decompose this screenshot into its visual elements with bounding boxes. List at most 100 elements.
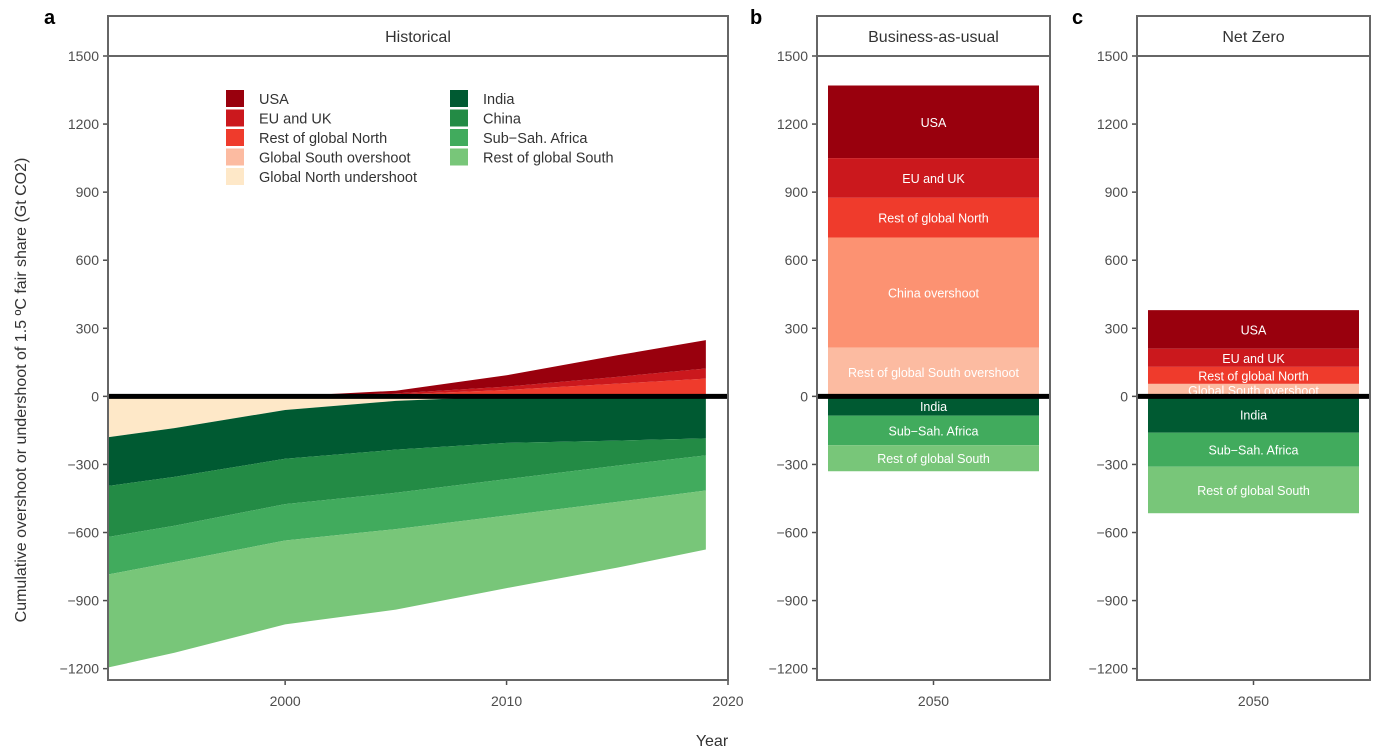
- bar-segment-eu-and-uk: [1148, 348, 1359, 367]
- y-tick-label: 300: [1105, 320, 1129, 336]
- panel-title: Net Zero: [1222, 29, 1284, 46]
- legend-label-china: China: [483, 112, 522, 128]
- bar-segment-rest-of-global-south-overshoot: [828, 347, 1039, 397]
- bar-segment-rest-of-global-south: [1148, 466, 1359, 514]
- y-tick-label: −900: [776, 593, 808, 609]
- y-tick-label: 600: [1105, 252, 1129, 268]
- bar-label-india: India: [1240, 409, 1267, 423]
- bar-segment-india: [1148, 396, 1359, 433]
- x-tick-label: 2010: [491, 693, 522, 709]
- bar-segment-china-overshoot: [828, 237, 1039, 348]
- y-tick-label: 0: [91, 388, 99, 404]
- area-global-north-undershoot: [108, 396, 706, 438]
- bar-segment-usa: [828, 85, 1039, 159]
- area-china: [108, 438, 706, 538]
- y-tick-label: −1200: [1089, 661, 1129, 677]
- legend-swatch-india: [450, 90, 468, 107]
- legend-label-eu-and-uk: EU and UK: [259, 112, 332, 128]
- y-tick-label: 1500: [1097, 48, 1128, 64]
- y-tick-label: −300: [776, 456, 808, 472]
- panel-title: Historical: [385, 29, 451, 46]
- bar-segment-sub-sah-africa: [828, 415, 1039, 446]
- bar-segment-eu-and-uk: [828, 158, 1039, 198]
- y-tick-label: 900: [785, 184, 809, 200]
- area-rest-of-global-north: [108, 378, 706, 397]
- legend-swatch-china: [450, 109, 468, 127]
- y-tick-label: 1200: [68, 116, 99, 132]
- bar-label-india: India: [920, 400, 947, 414]
- bar-segment-rest-of-global-north: [1148, 366, 1359, 384]
- y-tick-label: −1200: [60, 661, 100, 677]
- legend: USA EU and UK Rest of global North Global S…: [226, 90, 614, 186]
- y-tick-label: 0: [1120, 388, 1128, 404]
- legend-swatch-rest-of-global-north: [226, 129, 244, 146]
- legend-swatch-rest-of-global-south: [450, 148, 468, 166]
- legend-swatch-sub-sah-africa: [450, 129, 468, 146]
- x-tick-label: 2050: [1238, 693, 1269, 709]
- y-tick-label: −600: [67, 525, 99, 541]
- bar-label-usa: USA: [1241, 323, 1267, 337]
- y-tick-label: 600: [785, 252, 809, 268]
- x-tick-label: 2020: [712, 693, 743, 709]
- bar-label-eu-and-uk: EU and UK: [902, 172, 965, 186]
- y-tick-label: −600: [1096, 525, 1128, 541]
- y-tick-label: 1500: [68, 48, 99, 64]
- y-tick-label: 900: [76, 184, 100, 200]
- bar-label-sub-sah-africa: Sub−Sah. Africa: [889, 424, 979, 438]
- bar-label-rest-of-global-north: Rest of global North: [878, 212, 989, 226]
- x-tick-label: 2000: [270, 693, 301, 709]
- x-tick-label: 2050: [918, 693, 949, 709]
- legend-label-rest-of-global-north: Rest of global North: [259, 131, 387, 147]
- bar-segment-sub-sah-africa: [1148, 432, 1359, 467]
- legend-label-rest-of-global-south: Rest of global South: [483, 151, 614, 167]
- panel-c: Net Zero c 1500 1200 900 600 300 0 −300 −600 −900 −…: [1072, 7, 1371, 709]
- y-tick-label: 300: [76, 320, 100, 336]
- y-axis-title: Cumulative overshoot or undershoot of 1.…: [13, 158, 30, 623]
- y-tick-label: −1200: [769, 661, 809, 677]
- bar-label-rest-of-global-south: Rest of global South: [1197, 484, 1310, 498]
- area-rest-of-global-south: [108, 490, 706, 668]
- y-tick-label: −600: [776, 525, 808, 541]
- y-tick-label: 1200: [1097, 116, 1128, 132]
- panel-border: [107, 55, 729, 681]
- bar-segment-rest-of-global-south: [828, 445, 1039, 472]
- y-tick-label: 600: [76, 252, 100, 268]
- legend-swatch-usa: [226, 90, 244, 107]
- y-tick-label: 900: [1105, 184, 1129, 200]
- legend-label-sub-sah-africa: Sub−Sah. Africa: [483, 131, 588, 147]
- bar-label-rest-of-global-south: Rest of global South: [877, 452, 990, 466]
- bar-segment-india: [828, 396, 1039, 416]
- panel-strip: [107, 15, 729, 57]
- y-tick-label: −900: [67, 593, 99, 609]
- bar-label-china-overshoot: China overshoot: [888, 287, 980, 301]
- area-usa: [108, 340, 706, 397]
- legend-swatch-global-south-overshoot: [226, 148, 244, 166]
- legend-label-usa: USA: [259, 92, 289, 108]
- bar-label-rest-of-global-north: Rest of global North: [1198, 369, 1309, 383]
- y-tick-label: 0: [800, 388, 808, 404]
- legend-label-global-north-undershoot: Global North undershoot: [259, 170, 417, 186]
- panel-letter-a: a: [44, 7, 56, 29]
- bar-segment-usa: [1148, 310, 1359, 349]
- panel-title: Business-as-usual: [868, 29, 999, 46]
- legend-label-global-south-overshoot: Global South overshoot: [259, 151, 411, 167]
- panel-letter-c: c: [1072, 7, 1083, 29]
- panel-border: [1136, 55, 1371, 681]
- bar-label-rest-of-global-south-overshoot: Rest of global South overshoot: [848, 366, 1019, 380]
- y-tick-label: −300: [1096, 456, 1128, 472]
- bar-label-sub-sah-africa: Sub−Sah. Africa: [1209, 444, 1299, 458]
- y-tick-label: 1200: [777, 116, 808, 132]
- legend-swatch-global-north-undershoot: [226, 168, 244, 185]
- bar-label-eu-and-uk: EU and UK: [1222, 352, 1285, 366]
- x-axis-title: Year: [696, 733, 729, 750]
- y-tick-label: 1500: [777, 48, 808, 64]
- area-sub-sah-africa: [108, 455, 706, 575]
- area-eu-and-uk: [108, 368, 706, 397]
- legend-label-india: India: [483, 92, 515, 108]
- bar-label-usa: USA: [921, 116, 947, 130]
- y-tick-label: −300: [67, 456, 99, 472]
- legend-swatch-eu-and-uk: [226, 109, 244, 127]
- panel-border: [816, 55, 1051, 681]
